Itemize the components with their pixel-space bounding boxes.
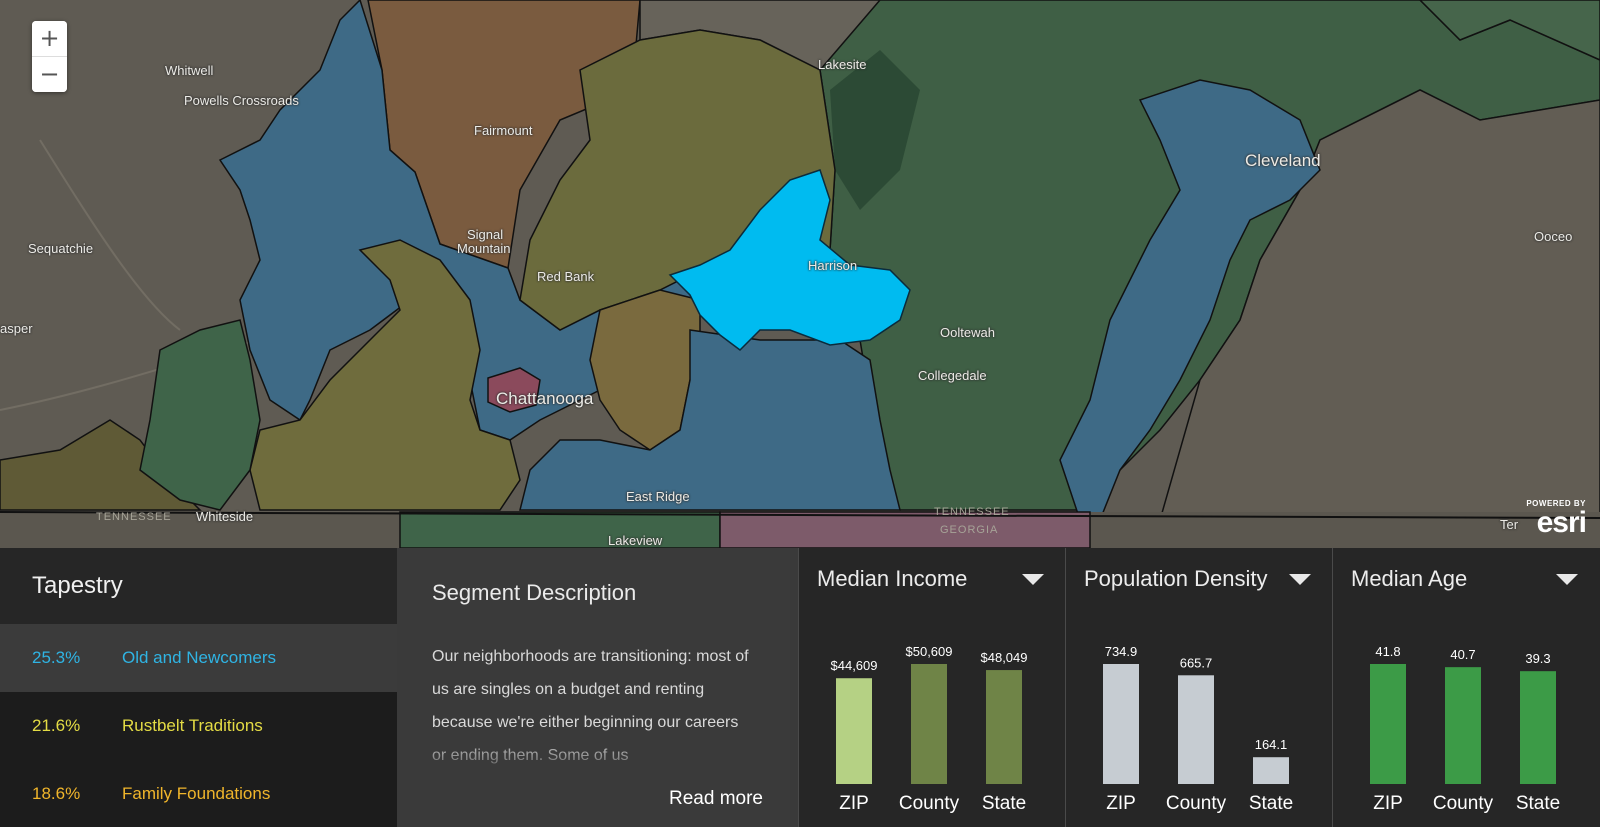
segment-description-title: Segment Description — [432, 580, 637, 605]
region-green-west[interactable] — [139, 319, 261, 511]
zoom-control: + − — [32, 21, 67, 92]
region-blue-cleveland[interactable] — [1059, 79, 1321, 521]
chevron-down-icon — [1556, 574, 1578, 585]
map-view[interactable]: Whitwell Powells Crossroads Fairmount Lakes… — [0, 0, 1600, 548]
chevron-down-icon — [1289, 574, 1311, 585]
bar-category-label: State — [982, 793, 1026, 814]
place-label: Mountain — [457, 241, 511, 256]
median-income-card: Median Income $44,609 ZIP $50,609 County $48… — [798, 548, 1064, 827]
region-maroon-chattanooga[interactable] — [487, 367, 541, 413]
bar-category-label: ZIP — [1106, 793, 1136, 814]
median-age-card: Median Age 41.8 ZIP 40.7 County 39.3 State — [1332, 548, 1598, 827]
segment-row[interactable]: 25.3% Old and Newcomers — [0, 624, 397, 692]
bar-category-label: ZIP — [839, 793, 869, 814]
read-more-link[interactable]: Read more — [669, 788, 763, 809]
bar-category-label: County — [1166, 793, 1227, 814]
bar-state[interactable] — [986, 670, 1022, 784]
bar-category-label: County — [899, 793, 960, 814]
median-age-chart: 41.8 ZIP 40.7 County 39.3 State — [1370, 644, 1560, 814]
place-label: East Ridge — [626, 489, 690, 504]
segment-name: Family Foundations — [122, 784, 271, 803]
median-income-dropdown[interactable]: Median Income — [817, 566, 1050, 606]
place-label: Lakesite — [818, 57, 867, 72]
selected-zip-area[interactable] — [668, 169, 911, 351]
description-fade — [397, 738, 798, 778]
place-label: Lakeview — [608, 533, 663, 548]
segment-name: Rustbelt Traditions — [122, 716, 263, 735]
map-canvas[interactable] — [0, 0, 1600, 548]
attribution-powered: POWERED BY — [1526, 499, 1586, 508]
population-density-dropdown[interactable]: Population Density — [1084, 566, 1317, 606]
bar-zip[interactable] — [1370, 664, 1406, 784]
bar-value-label: 665.7 — [1180, 655, 1213, 670]
place-label: Red Bank — [537, 269, 595, 284]
state-border — [0, 511, 1600, 519]
bar-zip[interactable] — [1103, 664, 1139, 784]
bar-category-label: County — [1433, 793, 1494, 814]
region-dark-green — [830, 50, 920, 210]
metric-title: Median Income — [817, 566, 968, 591]
bar-county[interactable] — [1445, 667, 1481, 784]
bar-state[interactable] — [1520, 671, 1556, 784]
state-label: TENNESSEE — [96, 511, 172, 523]
median-income-chart: $44,609 ZIP $50,609 County $48,049 State — [831, 644, 1028, 814]
bar-value-label: 734.9 — [1105, 644, 1138, 659]
place-label: Ter — [1500, 517, 1519, 532]
bar-value-label: 40.7 — [1450, 647, 1475, 662]
bar-state[interactable] — [1253, 757, 1289, 784]
place-label: Cleveland — [1245, 151, 1321, 170]
tapestry-panel: Tapestry 25.3% Old and Newcomers 21.6% R… — [0, 548, 397, 827]
tapestry-title: Tapestry — [0, 548, 397, 624]
place-label: Powells Crossroads — [184, 93, 299, 108]
median-age-dropdown[interactable]: Median Age — [1351, 566, 1584, 606]
bar-value-label: $50,609 — [906, 644, 953, 659]
place-label: Sequatchie — [28, 241, 94, 256]
bar-zip[interactable] — [836, 678, 872, 784]
bar-value-label: $44,609 — [831, 658, 878, 673]
place-label: Ooltewah — [940, 325, 995, 340]
bar-value-label: 41.8 — [1375, 644, 1400, 659]
bar-value-label: 39.3 — [1525, 651, 1550, 666]
population-density-card: Population Density 734.9 ZIP 665.7 County 16… — [1065, 548, 1331, 827]
bar-category-label: State — [1516, 793, 1560, 814]
segment-percent: 25.3% — [32, 648, 81, 667]
region-green-ne[interactable] — [1418, 0, 1600, 61]
bar-category-label: ZIP — [1373, 793, 1403, 814]
segment-row[interactable]: 18.6% Family Foundations — [0, 760, 397, 827]
metric-title: Median Age — [1351, 566, 1468, 591]
segment-percent: 18.6% — [32, 784, 81, 803]
place-label: asper — [0, 321, 33, 336]
place-label: Chattanooga — [496, 389, 594, 408]
place-label: Whiteside — [196, 509, 254, 524]
info-panel: Tapestry 25.3% Old and Newcomers 21.6% R… — [0, 548, 1600, 827]
place-label: Harrison — [808, 258, 858, 273]
segment-percent: 21.6% — [32, 716, 81, 735]
bar-value-label: $48,049 — [981, 650, 1028, 665]
region-blue-south[interactable] — [519, 329, 901, 511]
state-label: GEORGIA — [940, 524, 999, 536]
bar-county[interactable] — [911, 664, 947, 784]
region-maroon-south[interactable] — [719, 511, 1091, 548]
place-label: Fairmount — [474, 123, 533, 138]
chevron-down-icon — [1022, 574, 1044, 585]
region-olive-sw[interactable] — [249, 239, 521, 511]
place-label: Whitwell — [165, 63, 214, 78]
population-density-chart: 734.9 ZIP 665.7 County 164.1 State — [1103, 644, 1293, 814]
place-label: Ooceo — [1534, 229, 1573, 244]
bar-value-label: 164.1 — [1255, 737, 1288, 752]
zoom-in-button[interactable]: + — [32, 21, 67, 56]
bar-category-label: State — [1249, 793, 1293, 814]
segment-name: Old and Newcomers — [122, 648, 277, 667]
bar-county[interactable] — [1178, 675, 1214, 784]
metric-title: Population Density — [1084, 566, 1268, 591]
region-green-south[interactable] — [399, 511, 721, 548]
esri-logo: esri — [1536, 506, 1587, 539]
zoom-out-button[interactable]: − — [32, 56, 67, 92]
segment-row[interactable]: 21.6% Rustbelt Traditions — [0, 692, 397, 760]
place-label: Collegedale — [918, 368, 987, 383]
state-label: TENNESSEE — [934, 506, 1010, 518]
place-label: Signal — [467, 227, 504, 242]
segment-description-panel: Segment Description Our neighborhoods ar… — [397, 548, 798, 827]
esri-attribution[interactable]: POWERED BY esri — [1526, 499, 1587, 539]
